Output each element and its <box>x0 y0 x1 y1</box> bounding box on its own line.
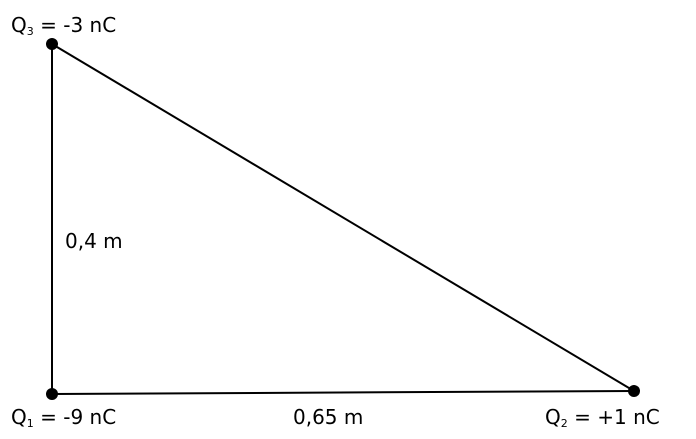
charge-value-q1: = -9 nC <box>40 405 117 429</box>
charge-value-q3: = -3 nC <box>40 13 117 37</box>
distance-label-vertical: 0,4 m <box>65 229 123 253</box>
charge-symbol-q2: Q <box>545 405 561 429</box>
charge-symbol-q1: Q <box>11 405 27 429</box>
side-q3-q2 <box>51 43 635 392</box>
side-q1-q2 <box>51 390 635 395</box>
charge-point-q1 <box>46 388 58 400</box>
charge-index-q3: 3 <box>26 25 34 38</box>
charge-label-q2: Q2 = +1 nC <box>545 405 660 436</box>
charge-symbol-q3: Q <box>11 13 27 37</box>
charge-index-q2: 2 <box>560 417 568 430</box>
charge-index-q1: 1 <box>26 417 34 430</box>
charge-label-q1: Q1 = -9 nC <box>11 405 116 436</box>
charge-point-q3 <box>46 38 58 50</box>
charge-value-q2: = +1 nC <box>574 405 660 429</box>
charge-point-q2 <box>628 385 640 397</box>
charge-label-q3: Q3 = -3 nC <box>11 13 116 44</box>
distance-label-horizontal: 0,65 m <box>293 405 364 429</box>
